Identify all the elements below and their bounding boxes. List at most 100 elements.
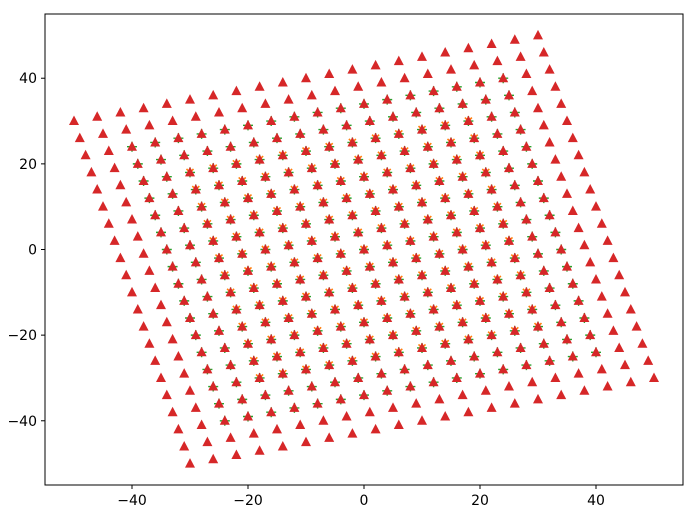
- point: [353, 154, 364, 164]
- point: [434, 393, 445, 404]
- point: [248, 282, 259, 293]
- point: [150, 209, 161, 220]
- point: [602, 308, 613, 318]
- point: [132, 158, 143, 168]
- point: [451, 299, 462, 310]
- point: [277, 149, 288, 160]
- point: [150, 355, 161, 365]
- point: [376, 368, 387, 378]
- point: [486, 329, 497, 340]
- point: [614, 342, 625, 352]
- point: [347, 282, 358, 293]
- point: [347, 64, 358, 74]
- point: [469, 205, 480, 215]
- point: [312, 325, 323, 335]
- point: [550, 81, 561, 91]
- point: [556, 171, 567, 181]
- point: [318, 124, 329, 134]
- point: [492, 128, 503, 138]
- point: [417, 269, 427, 280]
- x-tick-label: −20: [233, 493, 263, 509]
- point: [231, 376, 242, 387]
- point: [625, 376, 636, 387]
- point: [330, 158, 340, 168]
- point: [428, 231, 439, 241]
- point: [411, 106, 422, 117]
- point: [475, 77, 485, 87]
- point: [306, 162, 317, 173]
- point: [237, 102, 248, 113]
- point: [341, 192, 352, 203]
- point: [625, 303, 636, 314]
- point: [127, 286, 137, 297]
- point: [318, 415, 329, 425]
- point: [347, 428, 358, 438]
- point: [550, 154, 561, 164]
- point: [272, 132, 282, 143]
- point: [185, 239, 195, 250]
- point: [225, 432, 236, 442]
- point: [475, 222, 485, 233]
- point: [208, 308, 219, 318]
- point: [289, 402, 300, 412]
- point: [469, 59, 480, 70]
- point: [219, 196, 230, 207]
- point: [364, 261, 375, 271]
- point: [167, 188, 178, 198]
- point: [556, 98, 567, 108]
- point: [306, 89, 317, 100]
- point: [498, 72, 509, 83]
- point: [161, 98, 172, 108]
- point: [225, 214, 236, 224]
- point: [272, 278, 282, 288]
- point: [283, 385, 294, 395]
- point: [533, 321, 543, 331]
- point: [475, 149, 485, 160]
- point: [289, 329, 300, 340]
- point: [335, 321, 346, 331]
- plot-area: [69, 29, 659, 468]
- point: [173, 278, 184, 288]
- point: [544, 209, 555, 220]
- point: [335, 175, 346, 185]
- point: [509, 252, 520, 263]
- point: [538, 47, 549, 57]
- point: [446, 136, 456, 147]
- point: [428, 158, 439, 168]
- point: [405, 235, 416, 245]
- point: [260, 98, 271, 108]
- point: [382, 94, 393, 104]
- point: [428, 376, 439, 387]
- point: [567, 205, 578, 215]
- point: [463, 42, 474, 53]
- point: [92, 111, 103, 121]
- point: [527, 85, 538, 96]
- point: [417, 415, 427, 425]
- point: [504, 89, 514, 100]
- point: [608, 252, 619, 263]
- point: [179, 368, 190, 378]
- point: [185, 385, 195, 395]
- point: [602, 235, 613, 245]
- point: [451, 81, 462, 91]
- point: [248, 209, 259, 220]
- point: [254, 81, 265, 91]
- point: [393, 55, 404, 66]
- point: [399, 72, 410, 83]
- point: [393, 128, 404, 138]
- point: [533, 248, 543, 258]
- point: [330, 231, 340, 241]
- point: [428, 85, 439, 96]
- point: [260, 171, 271, 181]
- point: [509, 34, 520, 44]
- point: [388, 111, 398, 121]
- point: [127, 141, 137, 151]
- y-tick-label: −20: [7, 328, 37, 344]
- point: [243, 192, 253, 203]
- point: [498, 363, 509, 374]
- point: [550, 299, 561, 310]
- point: [364, 406, 375, 417]
- point: [504, 162, 514, 173]
- point: [277, 77, 288, 87]
